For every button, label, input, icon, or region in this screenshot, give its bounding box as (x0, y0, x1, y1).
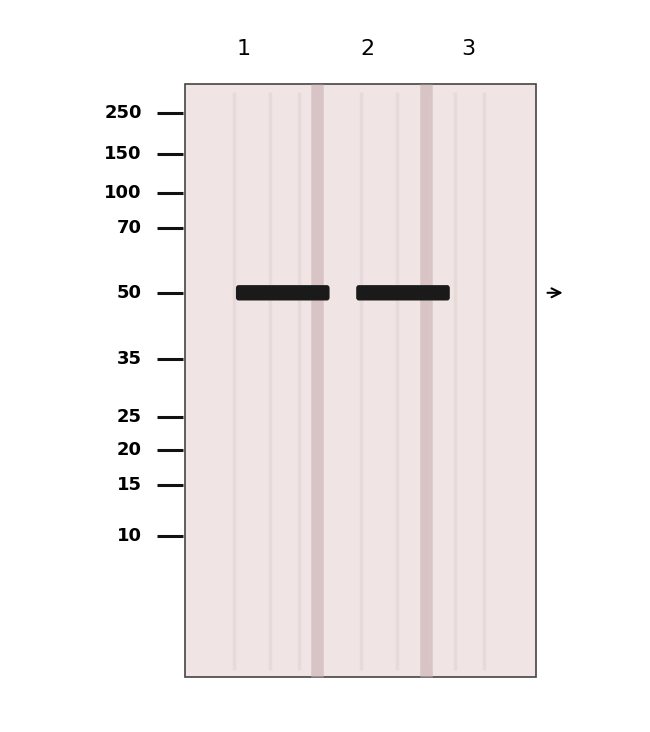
FancyBboxPatch shape (356, 285, 450, 300)
Text: 150: 150 (104, 145, 142, 163)
FancyBboxPatch shape (236, 285, 330, 300)
Text: 10: 10 (117, 527, 142, 545)
Text: 100: 100 (104, 184, 142, 201)
Text: 250: 250 (104, 105, 142, 122)
Text: 50: 50 (117, 284, 142, 302)
Text: 20: 20 (117, 441, 142, 459)
Bar (185, 84, 536, 677)
Text: 35: 35 (117, 350, 142, 367)
Text: 1: 1 (237, 39, 251, 59)
Text: 3: 3 (461, 39, 475, 59)
Text: 25: 25 (117, 408, 142, 426)
Text: 15: 15 (117, 476, 142, 493)
Text: 70: 70 (117, 220, 142, 237)
Text: 2: 2 (360, 39, 374, 59)
